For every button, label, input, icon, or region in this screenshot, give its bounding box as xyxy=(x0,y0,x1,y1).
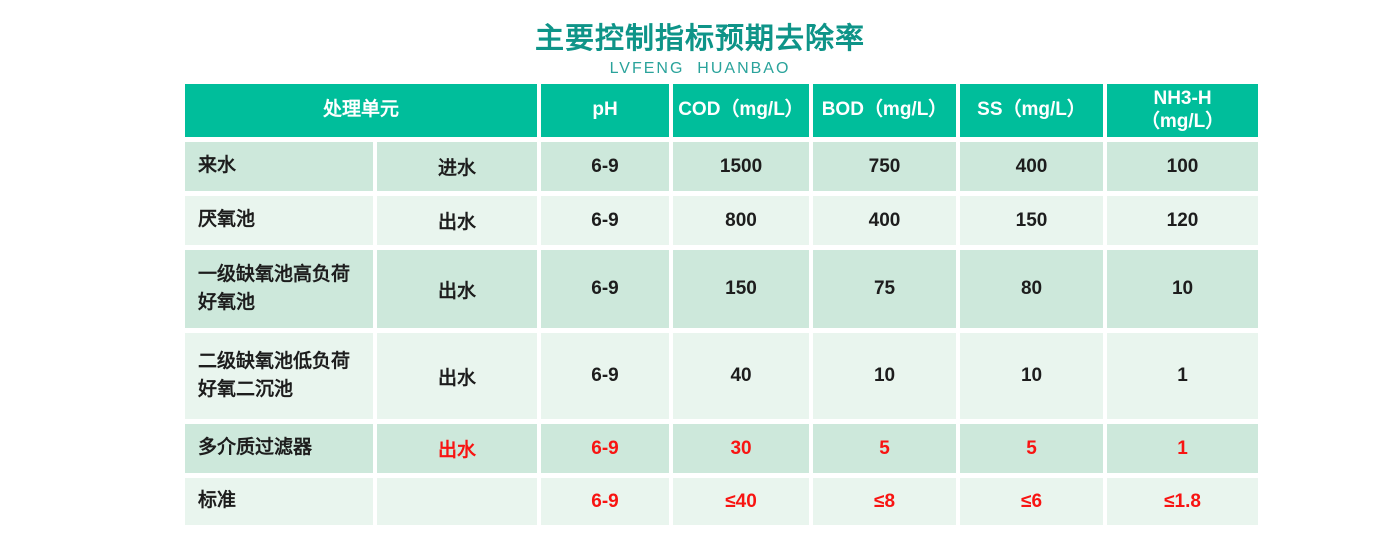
cell-unit: 厌氧池 xyxy=(185,196,373,245)
cell-flow: 出水 xyxy=(377,424,538,473)
cell-nh3: 1 xyxy=(1107,424,1259,473)
cell-flow: 出水 xyxy=(377,333,538,419)
cell-ss: 400 xyxy=(960,142,1104,191)
cell-cod: ≤40 xyxy=(673,478,810,525)
column-header-bod: BOD（mg/L） xyxy=(813,84,957,137)
cell-nh3: 120 xyxy=(1107,196,1259,245)
cell-nh3: 100 xyxy=(1107,142,1259,191)
cell-flow: 进水 xyxy=(377,142,538,191)
table-row: 厌氧池 出水 6-9 800 400 150 120 xyxy=(185,196,1259,245)
column-header-nh3: NH3-H （mg/L） xyxy=(1107,84,1259,137)
cell-unit: 多介质过滤器 xyxy=(185,424,373,473)
cell-bod: 750 xyxy=(813,142,957,191)
column-header-cod: COD（mg/L） xyxy=(673,84,810,137)
cell-bod: 10 xyxy=(813,333,957,419)
indicator-table: 处理单元 pH COD（mg/L） BOD（mg/L） SS（mg/L） NH3… xyxy=(181,79,1262,530)
page-subtitle: LVFENG HUANBAO xyxy=(609,60,791,77)
cell-ph: 6-9 xyxy=(541,196,670,245)
cell-cod: 1500 xyxy=(673,142,810,191)
cell-nh3: 10 xyxy=(1107,250,1259,328)
cell-ph: 6-9 xyxy=(541,333,670,419)
cell-flow: 出水 xyxy=(377,196,538,245)
cell-ph: 6-9 xyxy=(541,250,670,328)
cell-cod: 800 xyxy=(673,196,810,245)
cell-flow: 出水 xyxy=(377,250,538,328)
cell-cod: 150 xyxy=(673,250,810,328)
cell-ss: ≤6 xyxy=(960,478,1104,525)
cell-nh3: 1 xyxy=(1107,333,1259,419)
cell-cod: 40 xyxy=(673,333,810,419)
cell-nh3: ≤1.8 xyxy=(1107,478,1259,525)
table-row: 来水 进水 6-9 1500 750 400 100 xyxy=(185,142,1259,191)
column-header-ss: SS（mg/L） xyxy=(960,84,1104,137)
cell-bod: ≤8 xyxy=(813,478,957,525)
column-header-unit: 处理单元 xyxy=(185,84,538,137)
cell-ss: 10 xyxy=(960,333,1104,419)
cell-unit: 二级缺氧池低负荷 好氧二沉池 xyxy=(185,333,373,419)
table-row: 二级缺氧池低负荷 好氧二沉池 出水 6-9 40 10 10 1 xyxy=(185,333,1259,419)
cell-ph: 6-9 xyxy=(541,478,670,525)
cell-unit: 标准 xyxy=(185,478,373,525)
table-header: 处理单元 pH COD（mg/L） BOD（mg/L） SS（mg/L） NH3… xyxy=(185,84,1259,137)
cell-flow xyxy=(377,478,538,525)
column-header-nh3-line1: NH3-H xyxy=(1153,87,1212,109)
cell-ph: 6-9 xyxy=(541,142,670,191)
cell-ss: 150 xyxy=(960,196,1104,245)
cell-unit: 来水 xyxy=(185,142,373,191)
cell-bod: 75 xyxy=(813,250,957,328)
cell-ss: 5 xyxy=(960,424,1104,473)
table-row: 标准 6-9 ≤40 ≤8 ≤6 ≤1.8 xyxy=(185,478,1259,525)
cell-bod: 400 xyxy=(813,196,957,245)
column-header-ph: pH xyxy=(541,84,670,137)
cell-ss: 80 xyxy=(960,250,1104,328)
column-header-nh3-line2: （mg/L） xyxy=(1140,110,1225,132)
cell-cod: 30 xyxy=(673,424,810,473)
cell-unit: 一级缺氧池高负荷 好氧池 xyxy=(185,250,373,328)
table-body: 来水 进水 6-9 1500 750 400 100 厌氧池 出水 6-9 80… xyxy=(185,142,1259,525)
page-title: 主要控制指标预期去除率 xyxy=(534,23,865,55)
cell-bod: 5 xyxy=(813,424,957,473)
header-row: 处理单元 pH COD（mg/L） BOD（mg/L） SS（mg/L） NH3… xyxy=(185,84,1259,137)
table-row: 多介质过滤器 出水 6-9 30 5 5 1 xyxy=(185,424,1259,473)
table-row: 一级缺氧池高负荷 好氧池 出水 6-9 150 75 80 10 xyxy=(185,250,1259,328)
cell-ph: 6-9 xyxy=(541,424,670,473)
